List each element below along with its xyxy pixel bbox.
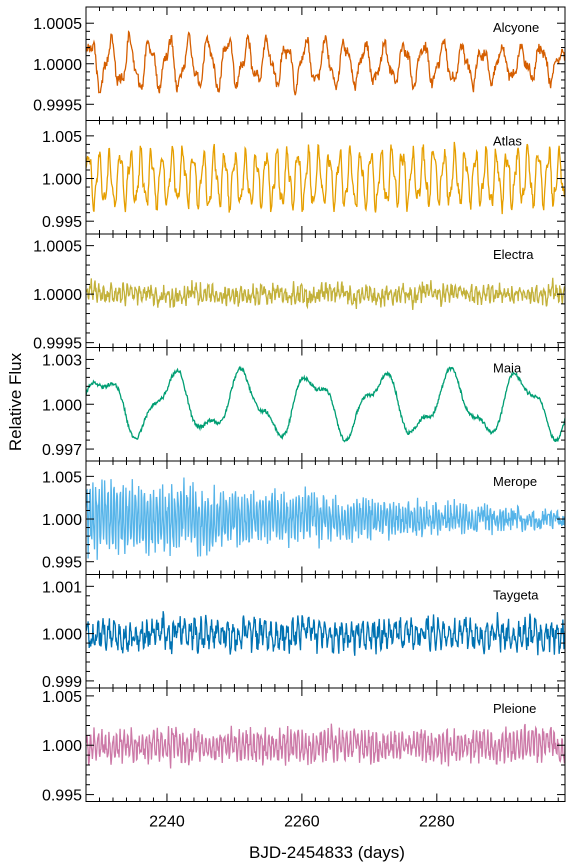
y-tick-label: 1.000 [42, 512, 82, 529]
y-tick-label: 0.9995 [33, 336, 82, 353]
y-tick-label: 0.995 [42, 555, 82, 572]
y-tick-label: 1.005 [42, 469, 82, 486]
x-axis-title: BJD-2454833 (days) [249, 843, 405, 862]
y-tick-label: 1.005 [42, 689, 82, 706]
panel-label: Alcyone [493, 20, 539, 35]
y-tick-label: 0.999 [42, 674, 82, 691]
panel-atlas: 0.995 1.000 1.005 Atlas [42, 120, 566, 235]
panels-group: 0.9995 1.0000 1.0005 Alcyone 0.995 1.000 1.005… [33, 6, 566, 831]
y-tick-label: 0.997 [42, 442, 82, 459]
panel-pleione: 0.995 1.000 1.005 Pleione [42, 687, 566, 805]
panel-maia: 0.997 1.000 1.003 Maia [42, 347, 566, 462]
light-curve-electra [86, 277, 565, 310]
y-tick-label: 0.995 [42, 214, 82, 231]
y-tick-label: 1.005 [42, 129, 82, 146]
y-tick-label: 1.0005 [33, 16, 82, 33]
y-tick-label: 1.000 [42, 397, 82, 414]
panel-label: Taygeta [493, 588, 539, 603]
x-tick-label: 2260 [284, 814, 320, 831]
y-tick-label: 1.000 [42, 627, 82, 644]
y-tick-label: 0.995 [42, 788, 82, 805]
panel-label: Maia [493, 361, 522, 376]
light-curve-maia [86, 365, 565, 443]
panel-alcyone: 0.9995 1.0000 1.0005 Alcyone [33, 6, 566, 121]
panel-label: Atlas [493, 134, 522, 149]
light-curve-atlas [86, 141, 565, 215]
panel-taygeta: 0.999 1.000 1.001 Taygeta [42, 574, 566, 691]
panel-label: Electra [493, 247, 534, 262]
panel-merope: 0.995 1.000 1.005 Merope [42, 460, 566, 575]
y-tick-label: 1.001 [42, 579, 82, 596]
light-curve-taygeta [86, 611, 565, 656]
light-curve-pleione [86, 723, 565, 769]
y-tick-label: 1.000 [42, 738, 82, 755]
y-tick-label: 0.9995 [33, 97, 82, 114]
y-tick-label: 1.0005 [33, 239, 82, 256]
panel-electra: 0.9995 1.0000 1.0005 Electra [33, 233, 566, 353]
y-tick-label: 1.0000 [33, 57, 82, 74]
light-curve-merope [86, 477, 565, 560]
y-tick-label: 1.000 [42, 172, 82, 189]
y-tick-label: 1.0000 [33, 287, 82, 304]
x-tick-label: 2240 [149, 814, 185, 831]
panel-label: Pleione [493, 701, 536, 716]
y-tick-label: 1.003 [42, 352, 82, 369]
y-axis-title: Relative Flux [6, 352, 25, 451]
panel-label: Merope [493, 474, 537, 489]
x-tick-label: 2280 [419, 814, 455, 831]
light-curve-alcyone [86, 30, 565, 96]
